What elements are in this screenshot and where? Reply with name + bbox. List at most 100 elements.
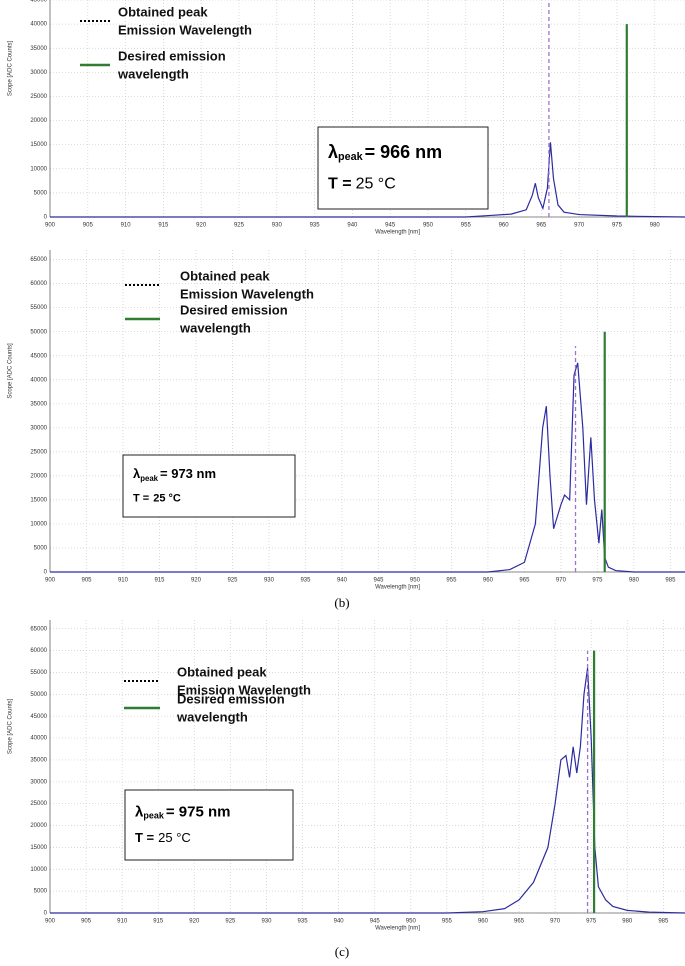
y-tick-label: 15000 [30,845,47,851]
temp-name: T = [133,492,149,504]
legend-label: Desired emission [118,48,226,63]
x-tick-label: 945 [385,223,396,229]
x-tick-label: 905 [81,578,92,584]
x-tick-label: 940 [334,919,345,925]
legend-label: Desired emission [177,691,285,706]
lambda: λ [328,142,338,162]
spectrum-line [50,668,685,914]
temp-name: T = [135,830,155,845]
subscript: peak [338,151,364,163]
x-tick-label: 960 [478,919,489,925]
y-tick-label: 20000 [30,823,47,829]
y-tick-label: 5000 [34,889,48,895]
y-tick-label: 15000 [30,142,47,148]
caption: (b) [334,595,349,610]
x-tick-label: 900 [45,919,56,925]
temp-value: 25 °C [158,830,191,845]
x-tick-label: 945 [373,578,384,584]
y-tick-label: 0 [44,570,48,576]
y-tick-label: 5000 [34,546,48,552]
caption: (c) [335,944,349,959]
legend-label: Emission Wavelength [177,682,311,697]
y-axis-label: Scope [ADC Counts] [8,698,14,754]
x-axis-label: Wavelength [nm] [375,230,420,236]
x-tick-label: 960 [483,578,494,584]
y-tick-label: 50000 [30,692,47,698]
x-tick-label: 985 [658,919,669,925]
annotation-box [124,789,294,861]
y-tick-label: 15000 [30,497,47,503]
x-tick-label: 965 [536,223,547,229]
x-tick-label: 930 [272,223,283,229]
y-tick-label: 10000 [30,867,47,873]
y-tick-label: 65000 [30,626,47,632]
temp-name: T = [328,176,352,193]
x-tick-label: 970 [550,919,561,925]
y-axis-label: Scope [ADC Counts] [8,40,14,96]
x-tick-label: 960 [499,223,510,229]
x-tick-label: 955 [446,578,457,584]
x-tick-label: 975 [592,578,603,584]
y-tick-label: 25000 [30,801,47,807]
x-tick-label: 975 [612,223,623,229]
y-tick-label: 40000 [30,22,47,28]
x-tick-label: 900 [45,223,56,229]
x-axis-label: Wavelength [nm] [375,585,420,591]
x-tick-label: 935 [300,578,311,584]
annotation-box [122,454,296,518]
x-tick-label: 910 [118,578,129,584]
temp-value: 25 °C [356,176,396,193]
x-tick-label: 945 [370,919,381,925]
x-tick-label: 905 [83,223,94,229]
y-tick-label: 30000 [30,425,47,431]
y-tick-label: 35000 [30,758,47,764]
x-tick-label: 900 [45,578,56,584]
x-tick-label: 930 [261,919,272,925]
y-tick-label: 10000 [30,522,47,528]
x-tick-label: 920 [196,223,207,229]
y-tick-label: 20000 [30,473,47,479]
temp-value: 25 °C [153,492,181,504]
x-tick-label: 985 [665,578,676,584]
y-tick-label: 45000 [30,714,47,720]
y-tick-label: 5000 [34,190,48,196]
legend-label: wavelength [176,709,248,724]
y-tick-label: 60000 [30,648,47,654]
y-tick-label: 55000 [30,670,47,676]
y-tick-label: 30000 [30,779,47,785]
y-tick-label: 60000 [30,281,47,287]
lambda: λ [135,803,144,820]
temperature-label: T = 25 °C [135,830,191,845]
y-axis-label: Scope [ADC Counts] [8,343,14,399]
x-tick-label: 955 [461,223,472,229]
legend-label: Obtained peak [177,664,267,679]
x-tick-label: 910 [117,919,128,925]
y-tick-label: 30000 [30,70,47,76]
x-tick-label: 980 [650,223,661,229]
peak-value: = 975 nm [166,803,231,820]
legend-label: Emission Wavelength [118,22,252,37]
y-tick-label: 40000 [30,377,47,383]
legend-label: wavelength [117,66,189,81]
y-tick-label: 0 [44,911,48,917]
plot-area [50,250,685,572]
temperature-label: T = 25 °C [133,492,181,504]
x-tick-label: 925 [225,919,236,925]
x-tick-label: 980 [622,919,633,925]
legend-label: Emission Wavelength [180,286,314,301]
x-tick-label: 940 [347,223,358,229]
x-tick-label: 925 [234,223,245,229]
peak-label: λpeak = 966 nm [328,142,442,163]
x-tick-label: 940 [337,578,348,584]
legend-label: Obtained peak [180,268,270,283]
annotation-box [317,126,489,210]
subscript: peak [140,474,158,483]
x-tick-label: 935 [310,223,321,229]
x-tick-label: 905 [81,919,92,925]
y-tick-label: 55000 [30,305,47,311]
lambda: λ [133,466,141,481]
x-tick-label: 950 [406,919,417,925]
legend-label: Obtained peak [118,4,208,19]
legend-label: wavelength [179,320,251,335]
spectrum-line [50,142,685,218]
